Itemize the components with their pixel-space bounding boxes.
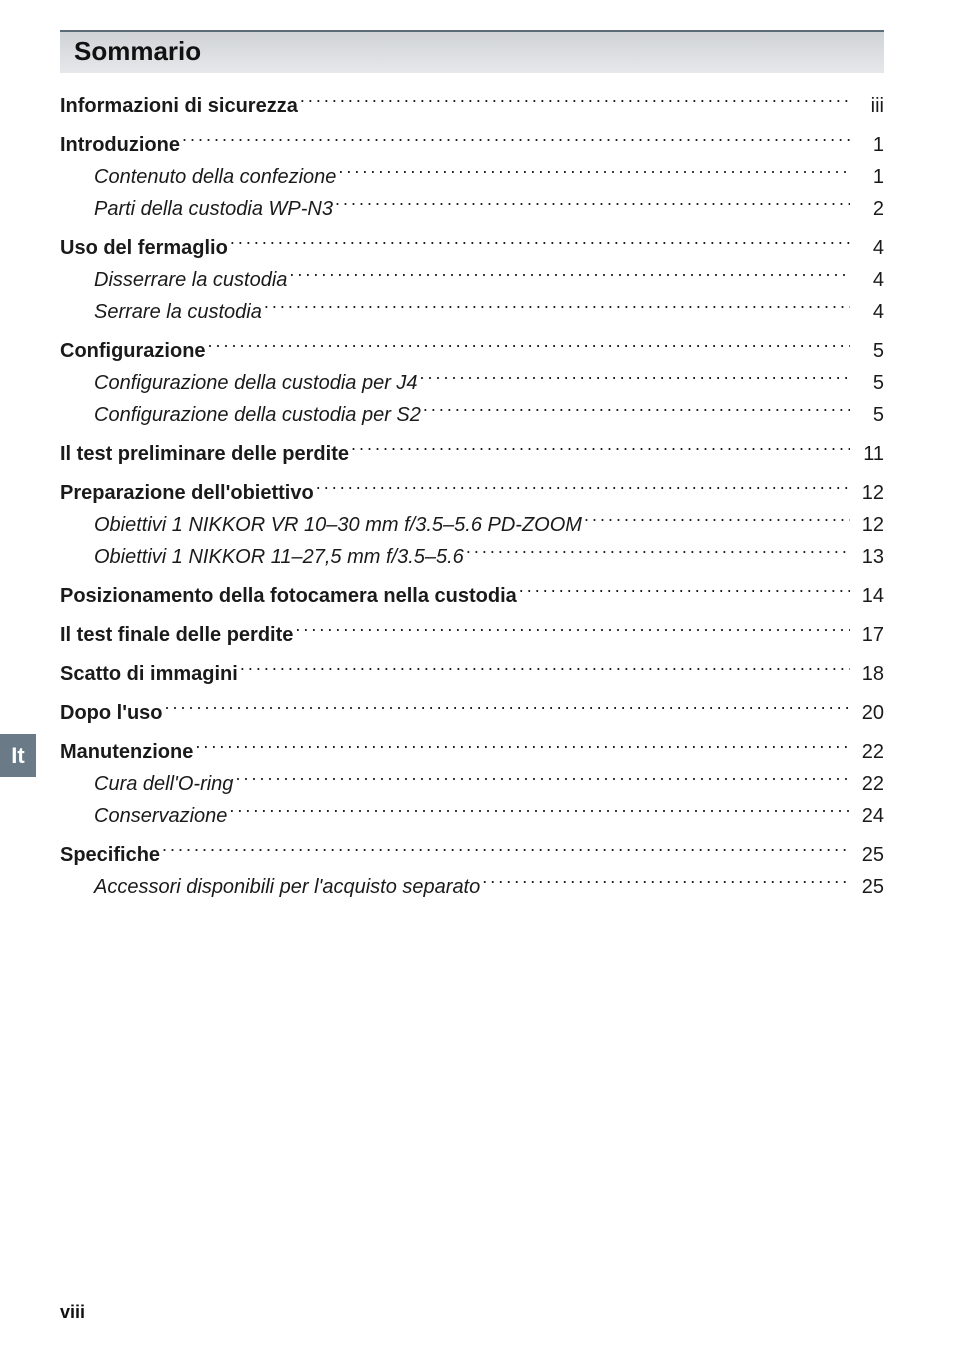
toc-leader-dots — [162, 843, 850, 861]
toc-leader-dots — [338, 165, 850, 183]
toc-row: Specifiche 25 — [60, 840, 884, 871]
toc-row: Dopo l'uso 20 — [60, 698, 884, 729]
toc-row: Contenuto della confezione 1 — [94, 162, 884, 193]
toc-pageno: 4 — [854, 265, 884, 296]
language-tab-label: It — [11, 743, 24, 769]
toc-label: Serrare la custodia — [94, 297, 262, 328]
toc-row: Informazioni di sicurezza iii — [60, 91, 884, 122]
toc-label: Obiettivi 1 NIKKOR VR 10–30 mm f/3.5–5.6… — [94, 510, 582, 541]
toc-pageno: 1 — [854, 130, 884, 161]
toc-pageno: 18 — [854, 659, 884, 690]
section-heading: Sommario — [74, 36, 201, 66]
toc-label: Configurazione — [60, 336, 206, 367]
toc-pageno: 5 — [854, 400, 884, 431]
toc-pageno: 4 — [854, 297, 884, 328]
toc-leader-dots — [229, 804, 850, 822]
toc-label: Il test preliminare delle perdite — [60, 439, 349, 470]
toc-pageno: 20 — [854, 698, 884, 729]
toc-label: Uso del fermaglio — [60, 233, 228, 264]
language-tab: It — [0, 734, 36, 777]
toc-pageno: iii — [854, 91, 884, 122]
toc-row: Il test finale delle perdite 17 — [60, 620, 884, 651]
toc-row: Disserrare la custodia 4 — [94, 265, 884, 296]
toc-label: Contenuto della confezione — [94, 162, 336, 193]
toc-label: Configurazione della custodia per S2 — [94, 400, 421, 431]
table-of-contents: Informazioni di sicurezza iii Introduzione… — [60, 91, 884, 903]
toc-pageno: 2 — [854, 194, 884, 225]
toc-pageno: 22 — [854, 769, 884, 800]
toc-row: Posizionamento della fotocamera nella cu… — [60, 581, 884, 612]
toc-leader-dots — [264, 300, 850, 318]
toc-pageno: 5 — [854, 368, 884, 399]
toc-row: Obiettivi 1 NIKKOR VR 10–30 mm f/3.5–5.6… — [94, 510, 884, 541]
toc-leader-dots — [519, 584, 850, 602]
toc-pageno: 25 — [854, 872, 884, 903]
toc-label: Accessori disponibili per l'acquisto sep… — [94, 872, 480, 903]
toc-leader-dots — [351, 442, 850, 460]
toc-leader-dots — [300, 94, 850, 112]
toc-leader-dots — [230, 236, 850, 254]
toc-leader-dots — [420, 371, 850, 389]
toc-label: Configurazione della custodia per J4 — [94, 368, 418, 399]
toc-row: Accessori disponibili per l'acquisto sep… — [94, 872, 884, 903]
toc-row: Preparazione dell'obiettivo 12 — [60, 478, 884, 509]
toc-label: Cura dell'O-ring — [94, 769, 233, 800]
page: Sommario Informazioni di sicurezza iii Int… — [0, 0, 954, 1357]
toc-pageno: 25 — [854, 840, 884, 871]
toc-label: Conservazione — [94, 801, 227, 832]
toc-leader-dots — [235, 772, 850, 790]
toc-pageno: 13 — [854, 542, 884, 573]
toc-leader-dots — [289, 268, 850, 286]
toc-pageno: 11 — [854, 439, 884, 470]
toc-row: Serrare la custodia 4 — [94, 297, 884, 328]
toc-label: Obiettivi 1 NIKKOR 11–27,5 mm f/3.5–5.6 — [94, 542, 464, 573]
toc-label: Informazioni di sicurezza — [60, 91, 298, 122]
toc-pageno: 4 — [854, 233, 884, 264]
toc-pageno: 24 — [854, 801, 884, 832]
toc-label: Introduzione — [60, 130, 180, 161]
toc-row: Cura dell'O-ring 22 — [94, 769, 884, 800]
toc-pageno: 1 — [854, 162, 884, 193]
section-heading-bar: Sommario — [60, 30, 884, 73]
page-number: viii — [60, 1302, 85, 1323]
toc-label: Preparazione dell'obiettivo — [60, 478, 314, 509]
toc-row: Scatto di immagini 18 — [60, 659, 884, 690]
toc-row: Il test preliminare delle perdite 11 — [60, 439, 884, 470]
toc-pageno: 5 — [854, 336, 884, 367]
toc-pageno: 17 — [854, 620, 884, 651]
toc-label: Manutenzione — [60, 737, 193, 768]
toc-leader-dots — [208, 339, 850, 357]
toc-leader-dots — [195, 740, 850, 758]
toc-leader-dots — [316, 481, 850, 499]
toc-row: Configurazione della custodia per S2 5 — [94, 400, 884, 431]
toc-pageno: 22 — [854, 737, 884, 768]
toc-label: Disserrare la custodia — [94, 265, 287, 296]
toc-row: Configurazione della custodia per J4 5 — [94, 368, 884, 399]
toc-pageno: 14 — [854, 581, 884, 612]
toc-row: Introduzione 1 — [60, 130, 884, 161]
toc-leader-dots — [466, 545, 850, 563]
toc-label: Parti della custodia WP-N3 — [94, 194, 333, 225]
toc-label: Scatto di immagini — [60, 659, 238, 690]
toc-row: Parti della custodia WP-N3 2 — [94, 194, 884, 225]
toc-leader-dots — [240, 662, 850, 680]
toc-label: Dopo l'uso — [60, 698, 163, 729]
toc-pageno: 12 — [854, 478, 884, 509]
toc-pageno: 12 — [854, 510, 884, 541]
toc-row: Conservazione 24 — [94, 801, 884, 832]
toc-label: Posizionamento della fotocamera nella cu… — [60, 581, 517, 612]
toc-leader-dots — [482, 875, 850, 893]
toc-leader-dots — [584, 513, 850, 531]
toc-row: Uso del fermaglio 4 — [60, 233, 884, 264]
toc-leader-dots — [165, 701, 850, 719]
toc-label: Specifiche — [60, 840, 160, 871]
toc-row: Obiettivi 1 NIKKOR 11–27,5 mm f/3.5–5.6 1… — [94, 542, 884, 573]
toc-leader-dots — [423, 403, 850, 421]
toc-leader-dots — [295, 623, 850, 641]
toc-row: Configurazione 5 — [60, 336, 884, 367]
toc-row: Manutenzione 22 — [60, 737, 884, 768]
toc-leader-dots — [182, 133, 850, 151]
toc-leader-dots — [335, 197, 850, 215]
toc-label: Il test finale delle perdite — [60, 620, 293, 651]
